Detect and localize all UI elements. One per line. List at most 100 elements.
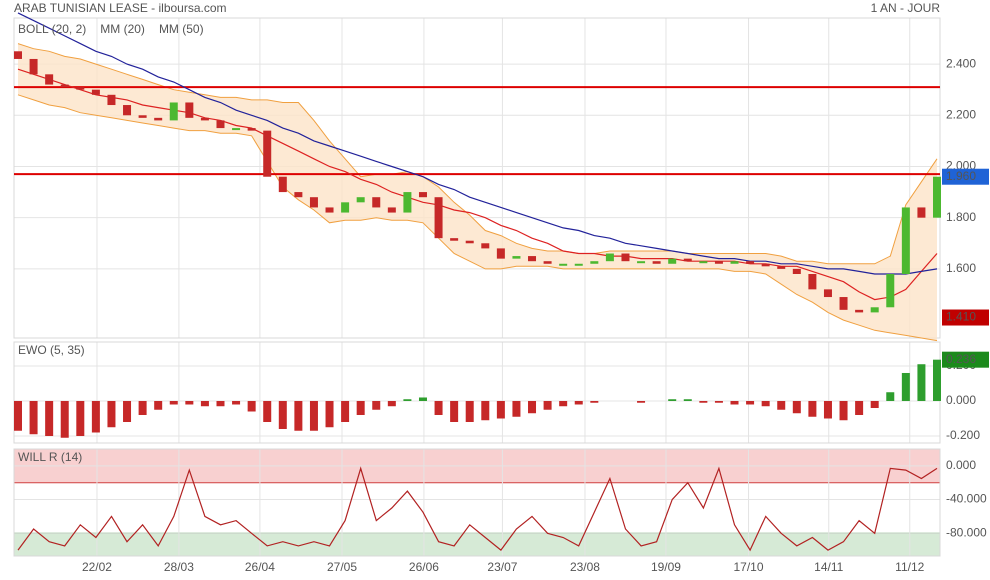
candle-body	[107, 94, 116, 106]
x-tick-label: 17/10	[734, 560, 764, 574]
ewo-bar	[154, 400, 163, 410]
candle-body	[839, 297, 848, 310]
candle-body	[123, 105, 132, 116]
ewo-bar	[839, 400, 848, 421]
x-tick-label: 23/07	[487, 560, 517, 574]
candle-body	[247, 128, 256, 131]
legend-entry: MM (20)	[100, 22, 145, 36]
candle-body	[294, 192, 303, 198]
ewo-bar	[403, 399, 412, 401]
ewo-bar	[263, 400, 272, 422]
candle-body	[434, 197, 443, 239]
price-label: 1.960	[946, 169, 976, 183]
candle-body	[855, 309, 864, 313]
ewo-bar	[746, 400, 755, 405]
x-tick-label: 23/08	[570, 560, 600, 574]
candle-body	[637, 261, 646, 264]
x-tick-label: 28/03	[164, 560, 194, 574]
candle-body	[418, 192, 427, 198]
y-tick-label: -0.200	[946, 428, 980, 442]
price-label: 1.410	[946, 310, 976, 324]
ewo-bar	[668, 399, 677, 401]
candle-body	[185, 102, 194, 118]
candle-body	[60, 84, 69, 88]
ewo-bar	[481, 400, 490, 421]
ewo-bar	[543, 400, 552, 410]
candle-body	[683, 258, 692, 262]
ewo-bar	[512, 400, 521, 417]
candle-body	[933, 176, 941, 218]
ewo-bar	[823, 400, 832, 419]
price-label-box	[942, 168, 989, 185]
ewo-bar	[808, 400, 817, 417]
candle-body	[465, 240, 474, 244]
candle-body	[792, 268, 801, 274]
candle-body	[714, 261, 723, 264]
ewo-bar	[434, 400, 443, 415]
last-value-label: 0.236	[946, 352, 976, 366]
oversold-zone	[14, 533, 940, 556]
y-tick-label: -80.000	[946, 525, 987, 539]
candle-body	[761, 263, 770, 267]
ewo-bar	[341, 400, 350, 422]
candle-body	[403, 192, 412, 213]
candle-body	[886, 274, 895, 308]
ewo-bar	[278, 400, 287, 429]
candle-body	[387, 207, 396, 213]
candle-body	[917, 207, 926, 218]
ewo-bar	[14, 400, 22, 431]
x-tick-label: 26/04	[245, 560, 275, 574]
ewo-bar	[714, 400, 723, 403]
ewo-bar	[933, 359, 941, 401]
ewo-bar	[123, 400, 132, 422]
x-tick-label: 27/05	[327, 560, 357, 574]
candle-body	[777, 266, 786, 269]
y-tick-label: 2.400	[946, 56, 976, 70]
ewo-bar	[107, 400, 116, 428]
ewo-bar	[590, 400, 599, 403]
candle-body	[154, 117, 163, 121]
ewo-bar	[683, 399, 692, 401]
page-title: ARAB TUNISIAN LEASE - ilboursa.com	[14, 1, 227, 15]
ewo-bar	[232, 400, 241, 405]
ewo-bar	[699, 400, 708, 403]
bollinger-lower	[17, 94, 938, 342]
candle-body	[590, 261, 599, 264]
candle-body	[372, 197, 381, 208]
x-tick-label: 19/09	[651, 560, 681, 574]
ewo-bar	[45, 400, 54, 436]
indicator-title: WILL R (14)	[18, 450, 82, 464]
candle-body	[496, 248, 505, 259]
ewo-bar	[91, 400, 100, 433]
ewo-bar	[777, 400, 786, 410]
x-tick-label: 11/12	[895, 560, 924, 574]
ewo-bar	[29, 400, 38, 435]
ewo-bar	[76, 400, 85, 436]
price-label-box	[942, 309, 989, 326]
ewo-bar	[372, 400, 381, 410]
candle-body	[45, 74, 54, 85]
y-tick-label: 1.600	[946, 261, 976, 275]
candle-body	[574, 263, 583, 266]
candle-body	[341, 202, 350, 213]
candle-body	[621, 253, 630, 262]
candle-body	[605, 253, 614, 262]
ewo-bar	[450, 400, 459, 422]
candle-body	[746, 261, 755, 264]
legend-entry: BOLL (20, 2)	[18, 22, 86, 36]
last-value-box	[942, 351, 989, 368]
candle-body	[823, 289, 832, 298]
ewo-bar	[247, 400, 256, 412]
ewo-bar	[325, 400, 334, 428]
ewo-bar	[169, 400, 178, 405]
ewo-bar	[418, 397, 427, 401]
period-label: 1 AN - JOUR	[871, 1, 941, 15]
x-tick-label: 14/11	[814, 560, 843, 574]
ewo-bar	[294, 400, 303, 431]
ewo-bar	[559, 400, 568, 407]
candle-body	[559, 263, 568, 266]
candle-body	[528, 256, 537, 262]
ewo-bar	[200, 400, 209, 407]
will-r-line	[17, 466, 938, 552]
